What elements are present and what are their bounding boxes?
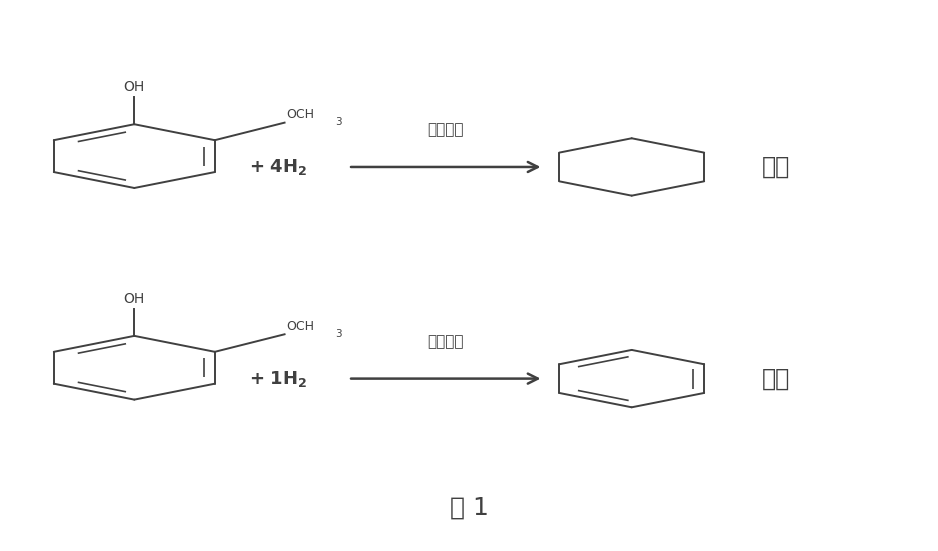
Text: 芳烳: 芳烳 (762, 366, 790, 391)
Text: OCH: OCH (286, 320, 314, 333)
Text: OH: OH (124, 80, 145, 94)
Text: 3: 3 (335, 117, 341, 127)
Text: 式 1: 式 1 (449, 496, 489, 520)
Text: 加氢脱氧: 加氢脱氧 (428, 122, 464, 137)
Text: 烷烳: 烷烳 (762, 155, 790, 179)
Text: 加氢脱氧: 加氢脱氧 (428, 334, 464, 349)
Text: OCH: OCH (286, 108, 314, 121)
Text: $\bf{+\ 4H_2}$: $\bf{+\ 4H_2}$ (250, 157, 308, 177)
Text: 3: 3 (335, 328, 341, 339)
Text: $\bf{+\ 1H_2}$: $\bf{+\ 1H_2}$ (250, 369, 308, 388)
Text: OH: OH (124, 292, 145, 306)
